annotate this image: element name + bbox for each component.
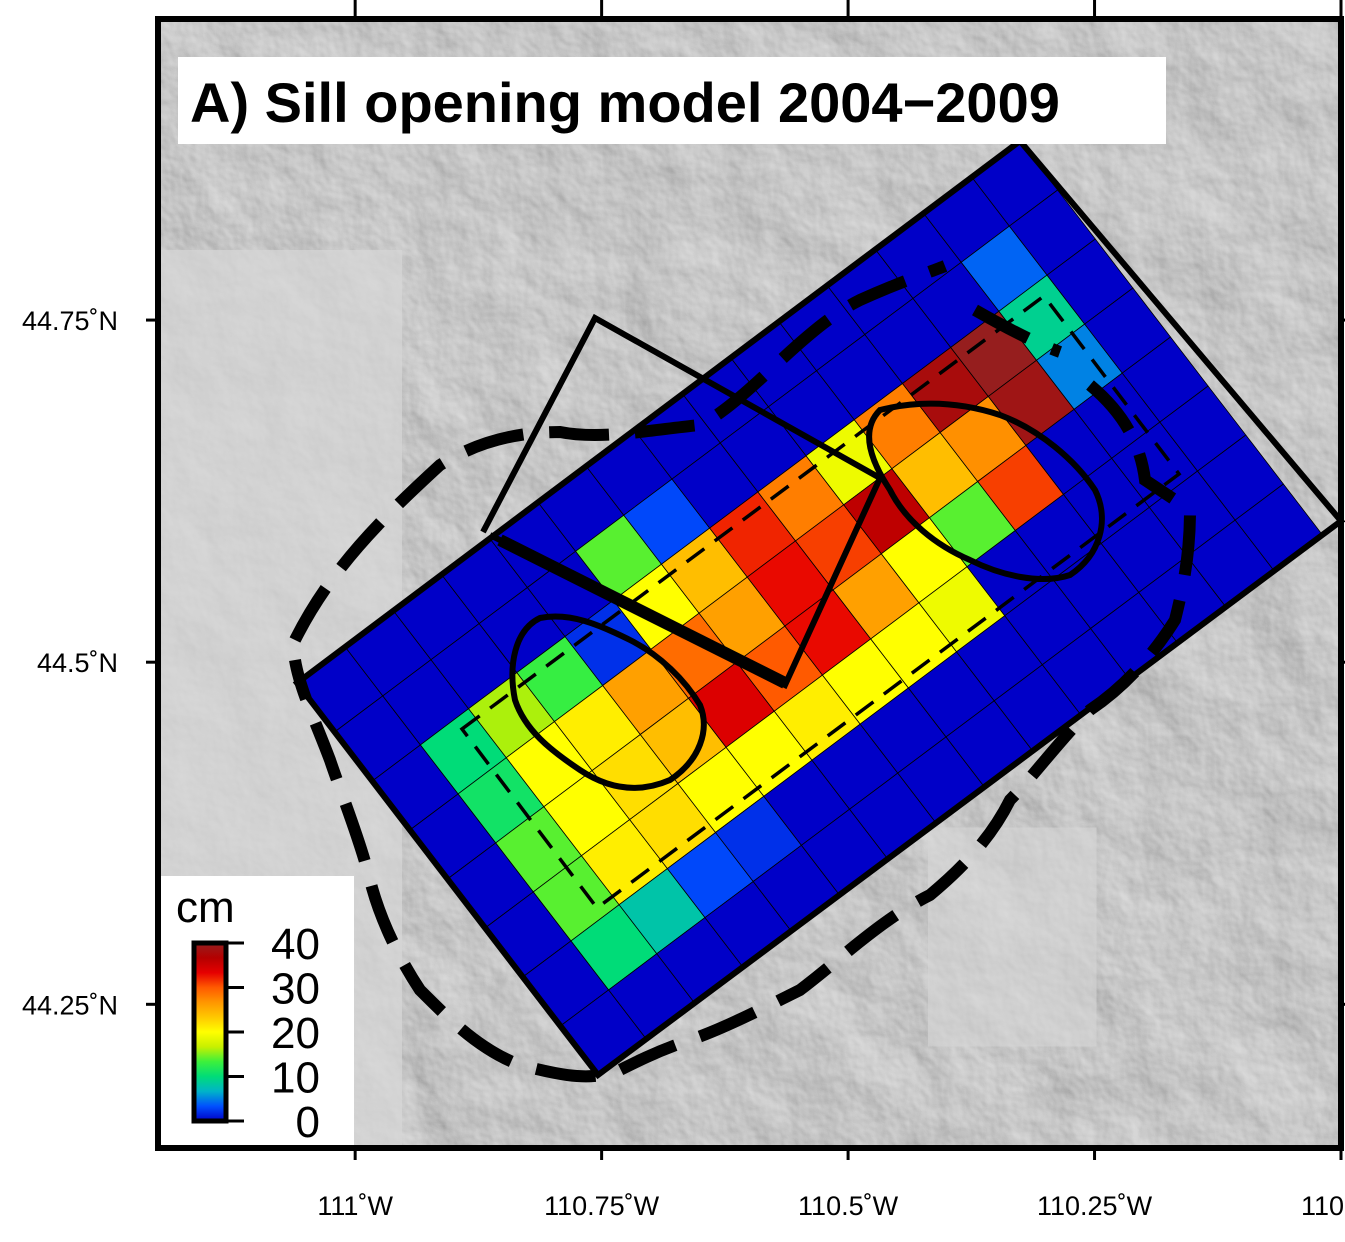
y-axis-tick-label: 44.25˚N	[22, 990, 118, 1020]
lake-area	[928, 827, 1097, 1047]
map-frame	[155, 16, 1344, 1151]
resurgent-dome-west	[509, 613, 707, 791]
caldera-dashed-outline	[289, 260, 1197, 1083]
y-axis: 44.75˚N 44.5˚N 44.25˚N	[22, 306, 1345, 1020]
y-axis-tick-label: 44.5˚N	[37, 648, 118, 678]
colorbar-tick-label: 10	[271, 1054, 320, 1103]
colorbar-gradient	[191, 940, 229, 1124]
title-box: A) Sill opening model 2004−2009	[178, 57, 1166, 144]
colorbar-tick-label: 30	[271, 965, 320, 1014]
x-axis-tick-label: 110	[1301, 1191, 1344, 1221]
x-axis-tick-label: 110.5˚W	[798, 1191, 899, 1221]
x-axis-tick-label: 110.25˚W	[1037, 1191, 1153, 1221]
colorbar-tick-label: 0	[296, 1098, 320, 1147]
resurgent-dome-east	[866, 400, 1105, 583]
colorbar-tick-label: 40	[271, 920, 320, 969]
colorbar-tick-label: 20	[271, 1009, 320, 1058]
y-axis-tick-label: 44.75˚N	[22, 306, 118, 336]
x-axis-tick-label: 110.75˚W	[544, 1191, 660, 1221]
colorbar-unit-label: cm	[176, 883, 235, 932]
map-title: A) Sill opening model 2004−2009	[190, 71, 1060, 134]
fault-thick-segment	[497, 534, 788, 689]
sill-dashed-outline	[459, 293, 1182, 911]
sill-opening-grid	[296, 140, 1322, 1076]
x-axis: 111˚W 110.75˚W 110.5˚W 110.25˚W 110	[317, 0, 1344, 1221]
x-axis-tick-label: 111˚W	[317, 1191, 393, 1221]
